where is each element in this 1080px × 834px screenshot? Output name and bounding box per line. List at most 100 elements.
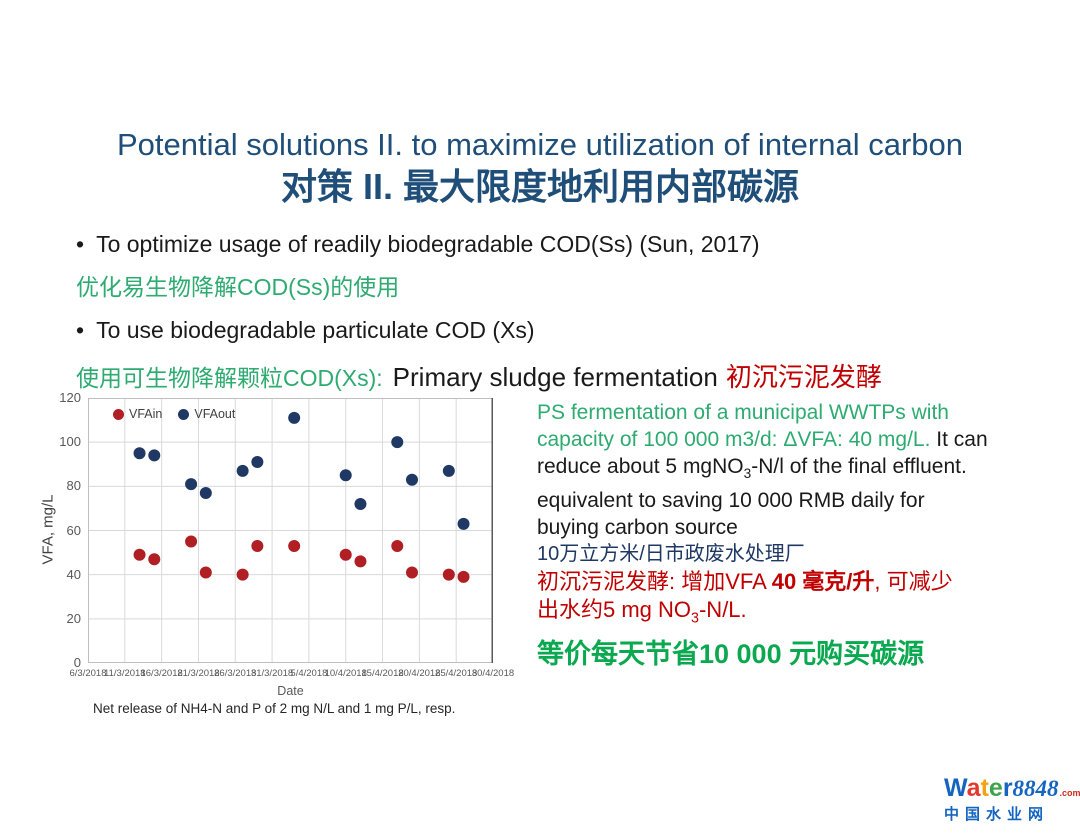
data-point-vfaout	[442, 464, 455, 477]
x-axis-tick-label: 31/3/2018	[250, 668, 294, 679]
y-axis-tick-label: 80	[66, 478, 81, 494]
data-point-vfaout	[288, 411, 301, 424]
water8848-watermark: Water 8848 .com 中国水业网	[944, 776, 1080, 824]
legend-label: VFAout	[194, 407, 236, 421]
brand-number: 8848	[1012, 776, 1059, 801]
note-text-segment: -N/l of the final effluent.	[751, 455, 967, 478]
x-axis-tick-label: 20/4/2018	[398, 668, 441, 679]
slide-title-chinese: 对策 II. 最大限度地利用内部碳源	[280, 166, 799, 207]
data-point-vfaout	[406, 473, 418, 486]
data-point-vfain	[251, 539, 264, 552]
note-line: buying carbon source	[537, 514, 1062, 541]
legend-marker-icon	[113, 408, 124, 420]
legend-marker-icon	[178, 408, 190, 420]
data-point-vfain	[339, 548, 352, 561]
chart-caption: Net release of NH4-N and P of 2 mg N/L a…	[93, 701, 456, 716]
data-point-vfaout	[185, 478, 198, 491]
x-axis-tick-label: 21/3/2018	[177, 668, 220, 679]
bullet-2-text: To use biodegradable particulate COD (Xs…	[96, 317, 535, 343]
note-text-segment: reduce about 5 mgNO	[537, 455, 744, 478]
brand-letter: a	[966, 774, 981, 802]
data-point-vfaout	[148, 449, 161, 462]
note-line: 等价每天节省10 000 元购买碳源	[537, 636, 1062, 672]
y-axis-tick-label: 20	[66, 610, 81, 626]
note-text-segment: 10万立方米/日市政废水处理厂	[537, 543, 805, 566]
note-text-segment: buying carbon source	[537, 516, 738, 540]
note-text-segment: -N/L.	[698, 597, 747, 623]
note-line: reduce about 5 mgNO3-N/l of the final ef…	[537, 453, 1062, 487]
brand-tld: .com	[1059, 788, 1080, 798]
bullet-2-subline: 使用可生物降解颗粒COD(Xs): Primary sludge fermenta…	[76, 357, 882, 394]
note-text-segment: PS fermentation of a municipal WWTPs wit…	[537, 401, 949, 424]
data-point-vfain	[133, 548, 146, 561]
data-point-vfaout	[199, 486, 212, 499]
note-line: 10万立方米/日市政废水处理厂	[537, 541, 1062, 568]
data-point-vfain	[406, 566, 418, 579]
note-text-segment: 3	[691, 610, 699, 627]
x-axis-title: Date	[277, 684, 304, 698]
note-line: 出水约5 mg NO3-N/L.	[537, 596, 1062, 632]
note-line: capacity of 100 000 m3/d: ΔVFA: 40 mg/L.…	[537, 426, 1062, 453]
data-point-vfaout	[133, 447, 146, 460]
data-point-vfain	[442, 568, 455, 581]
x-axis-tick-label: 10/4/2018	[324, 668, 367, 679]
bullet-1-chinese-translation: 优化易生物降解COD(Ss)的使用	[76, 274, 400, 300]
data-point-vfain	[391, 539, 404, 552]
data-point-vfain	[354, 555, 367, 568]
brand-letter: W	[944, 774, 967, 802]
y-axis-tick-label: 60	[66, 522, 81, 538]
x-axis-tick-label: 11/3/2018	[104, 668, 146, 679]
note-line: PS fermentation of a municipal WWTPs wit…	[537, 399, 1062, 426]
data-point-vfain	[199, 566, 212, 579]
bullet-item-1: • To optimize usage of readily biodegrada…	[76, 230, 760, 259]
brand-letter: e	[988, 774, 1003, 802]
data-point-vfain	[185, 535, 198, 548]
note-text-segment: 初沉污泥发酵: 增加VFA	[537, 569, 772, 595]
data-point-vfaout	[354, 498, 367, 510]
x-axis-tick-label: 30/4/2018	[471, 668, 515, 679]
y-axis-tick-label: 100	[59, 434, 81, 450]
data-point-vfaout	[251, 456, 264, 469]
vfa-scatter-chart: VFA, mg/L VFAin VFAout 6/3/2018 11/3/2018 1…	[35, 388, 515, 728]
note-text-segment: 出水约5 mg NO	[537, 597, 692, 623]
data-point-vfaout	[391, 436, 404, 449]
brand-letter: t	[980, 774, 989, 802]
x-axis-tick-label: 15/4/2018	[361, 668, 404, 679]
note-text-segment: 40 毫克/升	[771, 569, 875, 595]
data-point-vfain	[457, 570, 470, 583]
x-axis-tick-label: 16/3/2018	[140, 668, 183, 679]
data-point-vfain	[148, 553, 161, 566]
legend-item-vfaout: VFAout	[178, 407, 235, 421]
y-axis-tick-label: 120	[59, 390, 81, 405]
data-point-vfaout	[457, 517, 470, 530]
subline-chinese-green: 使用可生物降解颗粒COD(Xs):	[76, 365, 383, 391]
bullet-1-text: To optimize usage of readily biodegradab…	[96, 231, 760, 257]
y-axis-tick-label: 40	[66, 566, 81, 582]
slide-title-english: Potential solutions II. to maximize util…	[116, 127, 964, 162]
note-text-segment: , 可减少	[874, 569, 953, 595]
note-text-segment: 等价每天节省10 000 元购买碳源	[537, 638, 925, 669]
x-axis-tick-label: 6/3/2018	[69, 668, 107, 679]
x-axis-tick-labels: 6/3/2018 11/3/2018 16/3/2018 21/3/2018 26/3/…	[70, 668, 515, 681]
legend-label: VFAin	[129, 407, 163, 421]
note-block: PS fermentation of a municipal WWTPs wit…	[537, 399, 1062, 672]
water8848-logo: Water 8848 .com	[944, 776, 1080, 801]
data-point-vfain	[288, 539, 301, 552]
bullet-marker: •	[76, 317, 85, 343]
data-point-vfain	[236, 568, 249, 581]
vfa-scatter-plot	[88, 398, 493, 663]
bullet-marker: •	[76, 231, 85, 257]
x-axis-tick-label: 5/4/2018	[290, 668, 328, 679]
watermark-tagline-chinese: 中国水业网	[944, 806, 1050, 823]
note-text-segment: equivalent to saving 10 000 RMB daily fo…	[537, 489, 925, 513]
bullet-item-2: • To use biodegradable particulate COD (X…	[76, 316, 535, 345]
note-text-segment: capacity of 100 000 m3/d: ΔVFA: 40 mg/L.	[537, 428, 931, 451]
data-point-vfaout	[339, 469, 352, 482]
note-text-segment: It can	[930, 428, 988, 451]
note-text-segment: 3	[743, 466, 752, 482]
subline-english: Primary sludge fermentation	[392, 362, 718, 392]
note-line: equivalent to saving 10 000 RMB daily fo…	[537, 487, 1062, 514]
chart-legend: VFAin VFAout	[113, 407, 235, 421]
brand-letters: Water	[944, 776, 1013, 801]
